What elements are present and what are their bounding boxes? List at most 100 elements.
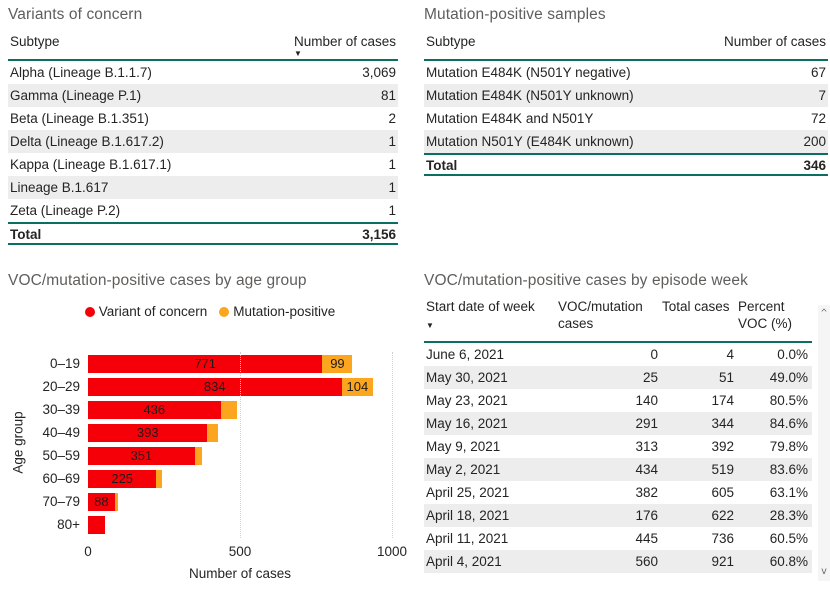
column-header-number-of-cases[interactable]: Number of cases ▼ (294, 34, 396, 58)
bar-segment-voc[interactable]: 351 (88, 446, 195, 465)
table-row[interactable]: April 11, 2021 445 736 60.5% (424, 527, 812, 550)
bar-segment-mutation[interactable] (194, 446, 203, 465)
column-header-subtype[interactable]: Subtype (10, 34, 60, 49)
row-value: 72 (810, 111, 826, 126)
table-header: Start date of week ▼ VOC/mutation cases … (424, 298, 812, 343)
table-body: Mutation E484K (N501Y negative) 67 Mutatio… (424, 61, 828, 153)
table-row[interactable]: Mutation N501Y (E484K unknown) 200 (424, 130, 828, 153)
row-date: May 23, 2021 (426, 393, 508, 408)
bar-track: 436 (88, 400, 238, 419)
bar-row: 50–59 351 (8, 444, 408, 467)
row-date: May 16, 2021 (426, 416, 508, 431)
total-label: Total (10, 227, 42, 242)
scroll-up-icon[interactable]: ^ (820, 308, 828, 319)
bar-data-label: 393 (136, 425, 159, 440)
row-label: Lineage B.1.617 (10, 180, 109, 195)
legend-dot-icon (219, 306, 230, 317)
bar-segment-voc[interactable] (88, 515, 105, 534)
row-value: 84.6% (769, 416, 808, 431)
row-date: May 30, 2021 (426, 370, 508, 385)
table-row[interactable]: April 4, 2021 560 921 60.8% (424, 550, 812, 573)
column-header-number-of-cases[interactable]: Number of cases ▼ (724, 34, 826, 58)
column-header-label: Subtype (426, 34, 476, 49)
chart-legend: Variant of concern Mutation-positive (8, 304, 412, 319)
total-label: Total (426, 158, 458, 173)
bar-data-label: 351 (130, 448, 153, 463)
table-row[interactable]: May 23, 2021 140 174 80.5% (424, 389, 812, 412)
table-row[interactable]: Mutation E484K (N501Y negative) 67 (424, 61, 828, 84)
x-axis-tick: 500 (228, 544, 252, 559)
bar-segment-voc[interactable]: 771 (88, 354, 323, 373)
row-label: Mutation E484K (N501Y unknown) (426, 88, 634, 103)
bar-segment-mutation[interactable]: 104 (341, 377, 374, 396)
vertical-scrollbar[interactable]: ^ v (818, 305, 830, 581)
bar-segment-voc[interactable]: 88 (88, 492, 115, 511)
table-row[interactable]: April 25, 2021 382 605 63.1% (424, 481, 812, 504)
category-label: 0–19 (49, 356, 80, 371)
table-row[interactable]: May 9, 2021 313 392 79.8% (424, 435, 812, 458)
row-date: April 11, 2021 (426, 531, 509, 546)
table-row[interactable]: Beta (Lineage B.1.351) 2 (8, 107, 398, 130)
row-date: April 18, 2021 (426, 508, 510, 523)
table-row[interactable]: Delta (Lineage B.1.617.2) 1 (8, 130, 398, 153)
bar-segment-voc[interactable]: 436 (88, 400, 221, 419)
row-label: Gamma (Lineage P.1) (10, 88, 142, 103)
row-value: 28.3% (769, 508, 808, 523)
bar-segment-mutation[interactable] (220, 400, 238, 419)
table-row[interactable]: May 16, 2021 291 344 84.6% (424, 412, 812, 435)
row-label: Beta (Lineage B.1.351) (10, 111, 149, 126)
table-row[interactable]: June 6, 2021 0 4 0.0% (424, 343, 812, 366)
table-row[interactable]: May 30, 2021 25 51 49.0% (424, 366, 812, 389)
table-row[interactable]: Alpha (Lineage B.1.1.7) 3,069 (8, 61, 398, 84)
row-date: April 25, 2021 (426, 485, 510, 500)
row-label: Kappa (Lineage B.1.617.1) (10, 157, 172, 172)
x-axis-title: Number of cases (188, 566, 292, 581)
column-header-label: Subtype (10, 34, 60, 49)
table-row[interactable]: Gamma (Lineage P.1) 81 (8, 84, 398, 107)
category-label: 50–59 (42, 448, 80, 463)
table-row[interactable]: Mutation E484K (N501Y unknown) 7 (424, 84, 828, 107)
row-value: 7 (818, 88, 826, 103)
bar-segment-mutation[interactable] (114, 492, 118, 511)
bar-segment-voc[interactable]: 225 (88, 469, 157, 488)
gridline-500 (240, 352, 241, 538)
total-row[interactable]: Total 346 (424, 153, 828, 176)
column-header-total-cases[interactable]: Total cases (660, 298, 736, 339)
table-row[interactable]: May 2, 2021 434 519 83.6% (424, 458, 812, 481)
row-value: 4 (726, 347, 734, 362)
table-row[interactable]: Zeta (Lineage P.2) 1 (8, 199, 398, 222)
row-value: 921 (711, 554, 734, 569)
column-header-label: Start date of week (426, 299, 535, 314)
column-header-start-date[interactable]: Start date of week ▼ (424, 298, 556, 339)
page-title: Variants of concern (8, 6, 143, 23)
bar-segment-mutation[interactable]: 99 (322, 354, 353, 373)
row-value: 1 (388, 180, 396, 195)
table-row[interactable]: Lineage B.1.617 1 (8, 176, 398, 199)
scroll-down-icon[interactable]: v (820, 566, 828, 577)
bar-data-label: 99 (330, 356, 345, 371)
bar-segment-mutation[interactable] (207, 423, 219, 442)
bar-track: 393 (88, 423, 219, 442)
x-axis-tick: 0 (84, 544, 92, 559)
panel-age-group-chart: VOC/mutation-positive cases by age group… (8, 272, 412, 592)
table-row[interactable]: April 18, 2021 176 622 28.3% (424, 504, 812, 527)
table-body: Alpha (Lineage B.1.1.7) 3,069 Gamma (Linea… (8, 61, 398, 222)
bar-segment-voc[interactable]: 834 (88, 377, 342, 396)
bar-segment-mutation[interactable] (156, 469, 163, 488)
bar-segment-voc[interactable]: 393 (88, 423, 208, 442)
row-value: 51 (718, 370, 734, 385)
row-date: May 2, 2021 (426, 462, 501, 477)
column-header-voc-mutation-cases[interactable]: VOC/mutation cases (556, 298, 660, 339)
bar-data-label: 88 (94, 494, 109, 509)
table-body: June 6, 2021 0 4 0.0% May 30, 2021 25 51 49.0% M… (424, 343, 830, 573)
legend-item-variant-of-concern[interactable]: Variant of concern (84, 304, 207, 319)
column-header-percent-voc[interactable]: Percent VOC (%) (736, 298, 810, 339)
table-row[interactable]: Kappa (Lineage B.1.617.1) 1 (8, 153, 398, 176)
legend-item-mutation-positive[interactable]: Mutation-positive (219, 304, 335, 319)
row-value: 344 (711, 416, 734, 431)
table-row[interactable]: Mutation E484K and N501Y 72 (424, 107, 828, 130)
row-value: 174 (711, 393, 734, 408)
column-header-subtype[interactable]: Subtype (426, 34, 476, 49)
column-header-label: Percent VOC (%) (738, 299, 792, 331)
total-row[interactable]: Total 3,156 (8, 222, 398, 245)
